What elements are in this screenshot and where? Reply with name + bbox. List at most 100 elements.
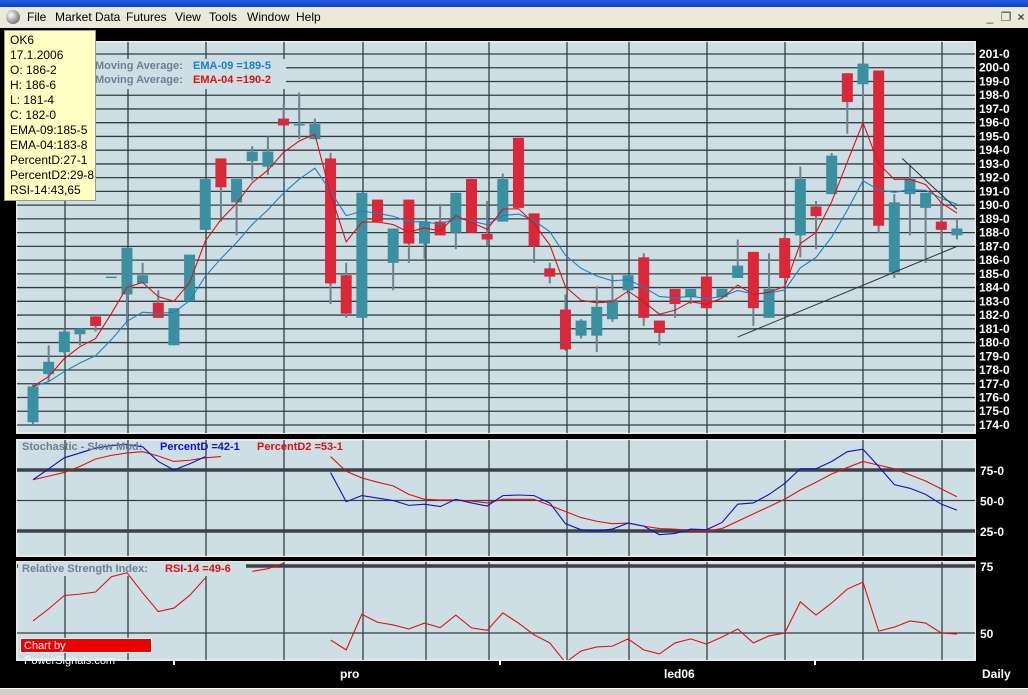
price-tick-label: 184-0 bbox=[979, 281, 1010, 295]
candle-down bbox=[465, 179, 477, 233]
candle-up bbox=[497, 179, 509, 222]
tooltip-close: C: 182-0 bbox=[10, 108, 57, 122]
candle-up bbox=[826, 155, 838, 195]
stochastic-title: Stochastic - Slow Mod: bbox=[22, 441, 143, 453]
menu-file[interactable]: File bbox=[27, 10, 47, 24]
price-tick-label: 187-0 bbox=[979, 239, 1010, 253]
ema04-legend: EMA-04 =190-2 bbox=[193, 74, 271, 86]
price-tick-label: 183-0 bbox=[979, 294, 1010, 308]
price-tick-label: 176-0 bbox=[979, 391, 1010, 405]
tooltip-rsi: RSI-14:43,65 bbox=[10, 183, 81, 197]
rsi-line bbox=[330, 581, 957, 660]
menu-futures[interactable]: Futures bbox=[126, 10, 167, 24]
menu-window[interactable]: Window bbox=[247, 10, 290, 24]
candle-up bbox=[74, 328, 86, 335]
candle-up bbox=[888, 202, 900, 273]
candle-down bbox=[653, 320, 665, 333]
candle-up bbox=[184, 254, 196, 302]
stochastic-lines bbox=[32, 443, 958, 536]
candle-up bbox=[606, 299, 618, 320]
price-tick-label: 199-0 bbox=[979, 74, 1010, 88]
candle-down bbox=[372, 199, 384, 222]
price-tick-label: 181-0 bbox=[979, 322, 1010, 336]
price-tick-label: 191-0 bbox=[979, 184, 1010, 198]
tooltip-date: 17.1.2006 bbox=[10, 48, 64, 62]
menu-tools[interactable]: Tools bbox=[209, 10, 238, 24]
ema09-legend: EMA-09 =189-5 bbox=[193, 60, 271, 72]
candle-down bbox=[90, 316, 102, 327]
x-axis-tick bbox=[499, 660, 501, 665]
candle-up bbox=[199, 179, 211, 230]
candle-down bbox=[215, 158, 227, 188]
trendline bbox=[737, 245, 958, 338]
price-tick-label: 196-0 bbox=[979, 116, 1010, 130]
candle-down bbox=[559, 309, 571, 350]
candle-down bbox=[700, 276, 712, 309]
tooltip-high: H: 186-6 bbox=[10, 78, 57, 92]
candle-down bbox=[669, 288, 681, 305]
candle-down bbox=[340, 275, 352, 314]
candle-down bbox=[512, 137, 524, 208]
rsi-panel bbox=[16, 561, 976, 661]
candle-down bbox=[873, 70, 885, 226]
percentd2-line bbox=[32, 451, 221, 481]
minimize-icon[interactable]: _ bbox=[983, 10, 997, 24]
menu-help[interactable]: Help bbox=[296, 10, 321, 24]
candle-up bbox=[419, 221, 430, 244]
candle-up bbox=[137, 275, 149, 284]
candle-up bbox=[387, 228, 399, 263]
candle-up bbox=[591, 306, 603, 336]
percentd2-legend: PercentD2 =53-1 bbox=[257, 441, 343, 453]
rsi-legend: RSI-14 =49-6 bbox=[165, 563, 231, 575]
percentd-line bbox=[32, 443, 206, 481]
tooltip-symbol: OK6 bbox=[10, 33, 35, 47]
menu-bar: File Market Data Futures View Tools Wind… bbox=[0, 7, 1028, 28]
app-globe-icon[interactable] bbox=[6, 10, 20, 24]
tooltip-ema09: EMA-09:185-5 bbox=[10, 123, 88, 137]
rsi-title: Relative Strength Index: bbox=[22, 563, 148, 575]
candle-up bbox=[857, 63, 869, 85]
candle-up bbox=[575, 320, 587, 336]
price-tick-label: 185-0 bbox=[979, 267, 1010, 281]
price-tick-label: 201-0 bbox=[979, 47, 1010, 61]
candle-up bbox=[951, 228, 963, 236]
x-axis-tick bbox=[173, 660, 175, 665]
candle-up bbox=[685, 288, 697, 298]
candle-down bbox=[278, 118, 290, 126]
candle-up bbox=[450, 192, 462, 233]
price-tick-label: 200-0 bbox=[979, 61, 1010, 75]
price-tick-label: 188-0 bbox=[979, 226, 1010, 240]
tooltip-open: O: 186-2 bbox=[10, 63, 57, 77]
x-label-pro: pro bbox=[340, 667, 360, 681]
ema09-line bbox=[32, 167, 958, 388]
candle-down bbox=[935, 221, 947, 230]
candle-up bbox=[262, 151, 274, 167]
candle-up bbox=[246, 151, 258, 162]
price-tick-label: 194-0 bbox=[979, 143, 1010, 157]
powersignals-credit[interactable]: Chart by PowerSignals.com bbox=[20, 638, 152, 667]
price-tick-label: 190-0 bbox=[979, 198, 1010, 212]
candle-up bbox=[904, 179, 916, 195]
price-tick-label: 193-0 bbox=[979, 157, 1010, 171]
candle-up bbox=[43, 361, 55, 375]
close-icon[interactable]: × bbox=[1014, 10, 1028, 24]
price-tick-label: 186-0 bbox=[979, 253, 1010, 267]
tooltip-low: L: 181-4 bbox=[10, 93, 55, 107]
candle-up bbox=[293, 124, 305, 126]
candle-up bbox=[716, 288, 728, 298]
candle-up bbox=[732, 265, 744, 278]
percentd-line bbox=[330, 448, 958, 536]
price-tick-label: 197-0 bbox=[979, 102, 1010, 116]
price-tick-label: 179-0 bbox=[979, 349, 1010, 363]
menu-view[interactable]: View bbox=[175, 10, 201, 24]
price-tick-label: 177-0 bbox=[979, 377, 1010, 391]
stochastic-panel bbox=[16, 439, 976, 557]
restore-icon[interactable]: ❐ bbox=[999, 10, 1013, 24]
period-label[interactable]: Daily bbox=[982, 667, 1011, 681]
status-bar bbox=[0, 688, 1028, 695]
menu-market-data[interactable]: Market Data bbox=[55, 10, 121, 24]
rsi-legend-box bbox=[18, 562, 246, 576]
stochastic-tick-label: 50-0 bbox=[980, 495, 1004, 509]
candle-up bbox=[794, 179, 806, 236]
